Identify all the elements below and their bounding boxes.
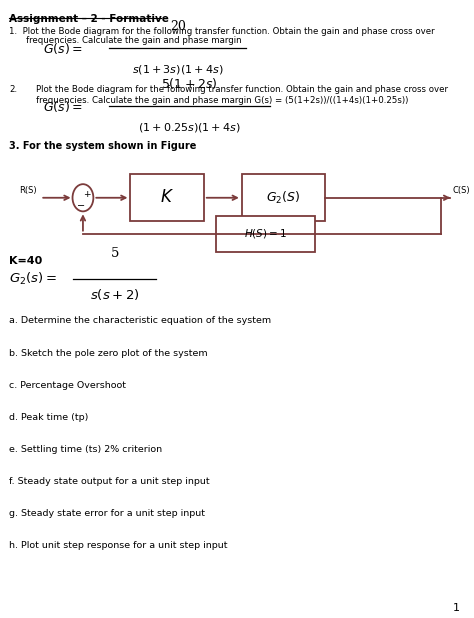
Text: a. Determine the characteristic equation of the system: a. Determine the characteristic equation… bbox=[9, 316, 272, 326]
Text: c. Percentage Overshoot: c. Percentage Overshoot bbox=[9, 381, 127, 390]
Text: d. Peak time (tp): d. Peak time (tp) bbox=[9, 413, 89, 422]
Text: 3. For the system shown in Figure: 3. For the system shown in Figure bbox=[9, 141, 197, 151]
Text: 5: 5 bbox=[111, 247, 119, 260]
Text: 20: 20 bbox=[170, 20, 186, 33]
Text: 1.  Plot the Bode diagram for the following transfer function. Obtain the gain a: 1. Plot the Bode diagram for the followi… bbox=[9, 27, 435, 36]
Text: K=40: K=40 bbox=[9, 256, 43, 266]
Text: $G_2(s)=$: $G_2(s)=$ bbox=[9, 271, 57, 287]
Text: g. Steady state error for a unit step input: g. Steady state error for a unit step in… bbox=[9, 509, 206, 519]
Text: $s(1+3s)(1+4s)$: $s(1+3s)(1+4s)$ bbox=[132, 63, 223, 76]
Text: $K$: $K$ bbox=[160, 189, 174, 206]
Text: $5(1+2s)$: $5(1+2s)$ bbox=[162, 77, 218, 91]
Text: $H(S)=1$: $H(S)=1$ bbox=[244, 227, 287, 240]
Text: $G_2(S)$: $G_2(S)$ bbox=[266, 190, 301, 206]
Text: frequencies. Calculate the gain and phase margin: frequencies. Calculate the gain and phas… bbox=[26, 36, 242, 45]
FancyBboxPatch shape bbox=[216, 216, 315, 252]
Text: $G(s)=$: $G(s)=$ bbox=[43, 41, 82, 56]
Text: frequencies. Calculate the gain and phase margin G(s) = (5(1+2s))/((1+4s)(1+0.25: frequencies. Calculate the gain and phas… bbox=[36, 96, 408, 106]
Text: f. Steady state output for a unit step input: f. Steady state output for a unit step i… bbox=[9, 477, 210, 486]
Text: h. Plot unit step response for a unit step input: h. Plot unit step response for a unit st… bbox=[9, 541, 228, 551]
Text: e. Settling time (ts) 2% criterion: e. Settling time (ts) 2% criterion bbox=[9, 445, 163, 454]
FancyBboxPatch shape bbox=[130, 174, 204, 221]
Text: $G(s)=$: $G(s)=$ bbox=[43, 99, 82, 114]
Text: −: − bbox=[76, 201, 85, 211]
Text: Plot the Bode diagram for the following transfer function. Obtain the gain and p: Plot the Bode diagram for the following … bbox=[36, 85, 447, 95]
Text: 2.: 2. bbox=[9, 85, 18, 95]
Text: R(S): R(S) bbox=[19, 185, 36, 195]
Text: +: + bbox=[83, 190, 91, 199]
Text: b. Sketch the pole zero plot of the system: b. Sketch the pole zero plot of the syst… bbox=[9, 349, 208, 358]
Text: 1: 1 bbox=[453, 603, 460, 613]
Text: C(S): C(S) bbox=[453, 185, 470, 195]
Text: Assignment – 2 - Formative: Assignment – 2 - Formative bbox=[9, 14, 169, 23]
Text: $s(s+2)$: $s(s+2)$ bbox=[90, 287, 140, 302]
Text: $(1+0.25s)(1+4s)$: $(1+0.25s)(1+4s)$ bbox=[138, 121, 241, 134]
FancyBboxPatch shape bbox=[242, 174, 325, 221]
